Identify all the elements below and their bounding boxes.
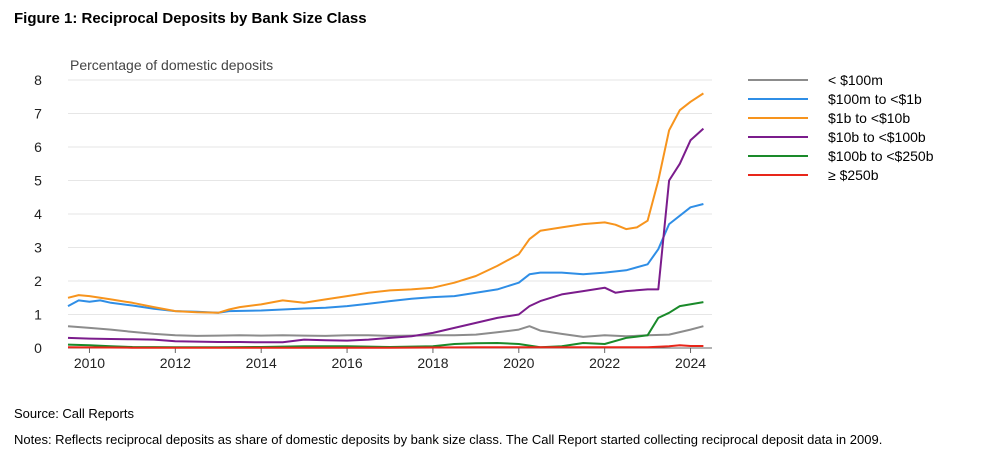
x-tick-label: 2012 <box>160 355 191 371</box>
y-tick-label: 6 <box>34 139 42 155</box>
series-line <box>67 325 704 338</box>
series-lines <box>67 92 705 349</box>
line-chart: Percentage of domestic deposits 0 1 2 3 4 5 6 7… <box>34 57 934 371</box>
x-tick-label: 2018 <box>417 355 448 371</box>
y-tick-label: 2 <box>34 273 42 289</box>
series-line <box>67 92 704 314</box>
y-tick-label: 8 <box>34 72 42 88</box>
y-tick-label: 5 <box>34 173 42 189</box>
x-tick-label: 2010 <box>74 355 105 371</box>
y-axis-label: Percentage of domestic deposits <box>70 57 273 73</box>
legend-label: $10b to <$100b <box>828 129 926 145</box>
legend: < $100m $100m to <$1b $1b to <$10b $10b to … <box>748 72 934 183</box>
y-tick-label: 7 <box>34 106 42 122</box>
figure-title: Figure 1: Reciprocal Deposits by Bank Si… <box>14 10 367 27</box>
notes-text: Notes: Reflects reciprocal deposits as s… <box>14 432 883 447</box>
legend-label: ≥ $250b <box>828 167 879 183</box>
x-tick-label: 2020 <box>503 355 534 371</box>
x-tick-label: 2014 <box>246 355 277 371</box>
source-note: Source: Call Reports <box>14 406 134 421</box>
series-line <box>67 127 705 344</box>
series-line <box>67 203 704 314</box>
legend-label: $1b to <$10b <box>828 110 910 126</box>
legend-label: < $100m <box>828 72 883 88</box>
x-tick-label: 2016 <box>331 355 362 371</box>
series-line <box>67 344 704 349</box>
y-tick-label: 1 <box>34 307 42 323</box>
y-tick-label: 0 <box>34 340 42 356</box>
x-tick-label: 2022 <box>589 355 620 371</box>
legend-label: $100m to <$1b <box>828 91 922 107</box>
legend-label: $100b to <$250b <box>828 148 934 164</box>
x-tick-label: 2024 <box>675 355 706 371</box>
x-axis-ticks: 2010 2012 2014 2016 2018 2020 2022 2024 <box>74 348 706 371</box>
y-axis-ticks: 0 1 2 3 4 5 6 7 8 <box>34 72 42 356</box>
y-gridlines <box>68 79 712 315</box>
y-tick-label: 4 <box>34 206 42 222</box>
y-tick-label: 3 <box>34 240 42 256</box>
